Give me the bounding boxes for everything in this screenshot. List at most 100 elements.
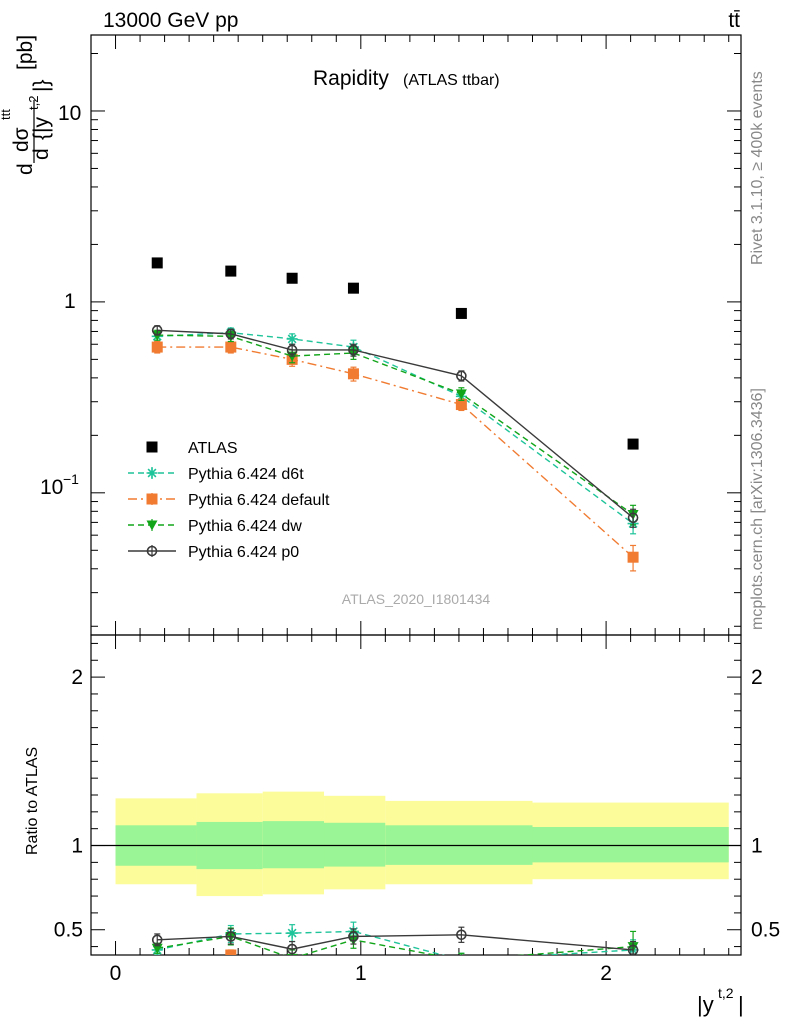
- legend-label: Pythia 6.424 default: [188, 492, 330, 509]
- legend-marker: [146, 467, 158, 479]
- main-series-0: [151, 257, 639, 450]
- ylabel-sup: ttt: [0, 109, 13, 120]
- rivet-label: Rivet 3.1.10, ≥ 400k events: [749, 71, 766, 265]
- main-point: [225, 341, 237, 353]
- ratio-ytick-label-right: 1: [751, 835, 763, 858]
- ylabel-dsigma: dσ: [10, 127, 33, 152]
- ratio-point: [628, 965, 639, 976]
- ratio-frame: [90, 634, 742, 956]
- main-series-line: [157, 329, 634, 519]
- ratio-point: [456, 958, 467, 969]
- main-point: [286, 344, 298, 356]
- xlabel-sup: t,2: [718, 985, 734, 1001]
- ylabel-d2: d: [30, 148, 53, 160]
- legend-label: ATLAS: [188, 440, 238, 457]
- main-point: [225, 328, 237, 340]
- ratio-ytick-label-left: 2: [71, 666, 83, 689]
- ratio-point: [286, 943, 298, 955]
- main-panel: Rapidity (ATLAS ttbar) ATLAS_2020_I18014…: [0, 34, 742, 636]
- legend: ATLAS Pythia 6.424 d6t Pythia 6.424 defaul…: [128, 440, 330, 561]
- ratio-ylabel: Ratio to ATLAS: [24, 747, 41, 855]
- main-point: [627, 551, 639, 563]
- ratio-band-inner: [262, 821, 325, 869]
- xlabel-end: |: [738, 992, 744, 1017]
- ratio-point: [456, 929, 467, 941]
- main-point: [225, 265, 237, 277]
- ratio-ytick-label-right: 2: [751, 666, 763, 689]
- ratio-xtick-label: 0: [110, 962, 122, 985]
- ratio-point: [460, 954, 463, 955]
- main-point: [348, 344, 359, 356]
- main-point: [151, 257, 163, 269]
- ratio-band-inner: [324, 822, 386, 867]
- main-series-4: [151, 324, 639, 528]
- x-axis-label: |y t,2 |: [697, 985, 744, 1017]
- main-point: [455, 399, 467, 411]
- ratio-axes: 0.5 0.5 1 1 2 2 0 1 2: [54, 634, 780, 985]
- ratio-series-line: [157, 934, 634, 951]
- ratio-xtick-label: 1: [355, 962, 367, 985]
- legend-entry: Pythia 6.424 p0: [128, 544, 299, 561]
- main-point: [151, 324, 163, 336]
- ylabel-d1: d: [14, 163, 37, 175]
- legend-entry: Pythia 6.424 d6t: [128, 466, 304, 483]
- ratio-series: [151, 921, 639, 976]
- main-title: Rapidity: [313, 67, 389, 90]
- main-point: [347, 282, 359, 294]
- ratio-point: [286, 927, 298, 939]
- ylabel-yvar: {|y: [30, 117, 53, 140]
- ratio-point: [225, 949, 237, 955]
- legend-marker: [146, 493, 158, 505]
- legend-label: Pythia 6.424 p0: [188, 544, 299, 561]
- ratio-series-1: [152, 949, 639, 976]
- ytick-label-0.1-base: 10: [40, 476, 63, 499]
- ratio-point: [627, 944, 639, 955]
- ratio-ytick-label-left: 0.5: [54, 919, 83, 942]
- ylabel-unit: [pb]: [14, 35, 37, 70]
- main-point: [286, 272, 298, 284]
- watermark: ATLAS_2020_I1801434: [342, 591, 491, 607]
- main-point: [151, 341, 163, 353]
- main-series-line: [157, 346, 634, 558]
- main-point: [456, 370, 467, 382]
- ytick-label-0.1-exp: −1: [63, 471, 79, 487]
- main-point: [627, 438, 639, 450]
- main-point: [455, 389, 467, 400]
- legend-label: Pythia 6.424 dw: [188, 518, 302, 535]
- ratio-point: [225, 931, 237, 942]
- ratio-xtick-label: 2: [600, 962, 612, 985]
- ratio-series-2: [151, 927, 639, 966]
- ratio-ytick-label-left: 1: [71, 835, 83, 858]
- mcplots-label: mcplots.cern.ch [arXiv:1306.3436]: [749, 388, 766, 630]
- ratio-bands: [91, 791, 741, 897]
- legend-marker: [146, 520, 158, 531]
- ytick-label-10: 10: [58, 102, 81, 125]
- ratio-series-line: [224, 954, 236, 955]
- ratio-point: [287, 958, 298, 969]
- ratio-panel: Ratio to ATLAS 0.5 0.5 1 1 2 2 0 1 2 |y t,2 |: [24, 634, 780, 1017]
- legend-marker: [146, 545, 158, 557]
- main-point: [286, 333, 298, 345]
- ratio-point: [151, 934, 163, 946]
- legend-marker: [146, 441, 158, 453]
- main-series: [151, 257, 639, 572]
- main-point: [627, 512, 639, 524]
- ratio-ytick-label-right: 0.5: [751, 919, 780, 942]
- main-point: [455, 307, 467, 319]
- ratio-point: [152, 958, 163, 969]
- ratio-series-3: [151, 926, 639, 955]
- ratio-series-line: [157, 935, 634, 955]
- ylabel-yend: |}: [30, 80, 53, 92]
- ratio-point: [456, 956, 467, 966]
- main-series-line: [157, 334, 634, 516]
- ratio-point: [348, 931, 359, 942]
- legend-entry: Pythia 6.424 dw: [128, 518, 302, 535]
- ratio-band-inner: [532, 827, 729, 863]
- ylabel-ysup: t,2: [26, 96, 41, 110]
- energy-label: 13000 GeV pp: [103, 9, 238, 32]
- xlabel-base: |y: [697, 992, 714, 1017]
- main-subtitle: (ATLAS ttbar): [403, 72, 500, 89]
- ytick-label-1: 1: [64, 290, 76, 313]
- legend-entry: Pythia 6.424 default: [128, 492, 330, 509]
